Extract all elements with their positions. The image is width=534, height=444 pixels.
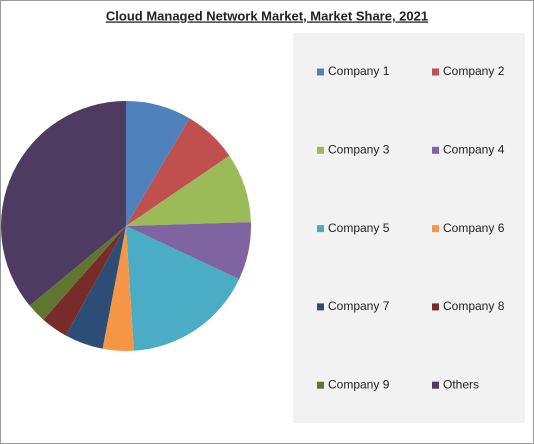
legend-swatch — [432, 146, 439, 154]
legend-label: Company 3 — [328, 142, 390, 156]
legend-label: Company 9 — [328, 377, 390, 391]
legend-swatch — [317, 225, 324, 233]
pie-slice — [126, 226, 240, 351]
legend-label: Company 1 — [328, 64, 390, 78]
legend-label: Company 5 — [328, 221, 390, 235]
legend-swatch — [432, 68, 439, 76]
legend-swatch — [432, 225, 439, 233]
pie-slice — [29, 226, 126, 320]
legend-swatch — [432, 381, 439, 389]
pie-slice — [65, 226, 126, 349]
legend-swatch — [317, 381, 324, 389]
legend-label: Company 4 — [443, 142, 505, 156]
pie-slice — [43, 226, 127, 336]
pie-slice — [102, 226, 134, 351]
legend-label: Company 8 — [443, 299, 505, 313]
legend-label: Company 7 — [328, 299, 390, 313]
legend-swatch — [317, 146, 324, 154]
legend-label: Company 6 — [443, 221, 505, 235]
pie-slice — [126, 222, 251, 280]
pie-slice — [126, 118, 230, 226]
legend-swatch — [432, 303, 439, 311]
pie-slice — [0, 101, 126, 306]
legend-box — [293, 33, 525, 423]
pie-slice — [126, 101, 190, 226]
legend-swatch — [317, 303, 324, 311]
legend-label: Others — [443, 377, 479, 391]
legend-label: Company 2 — [443, 64, 505, 78]
legend-swatch — [317, 68, 324, 76]
chart-title: Cloud Managed Network Market, Market Sha… — [106, 8, 428, 23]
pie-slice — [126, 155, 251, 226]
